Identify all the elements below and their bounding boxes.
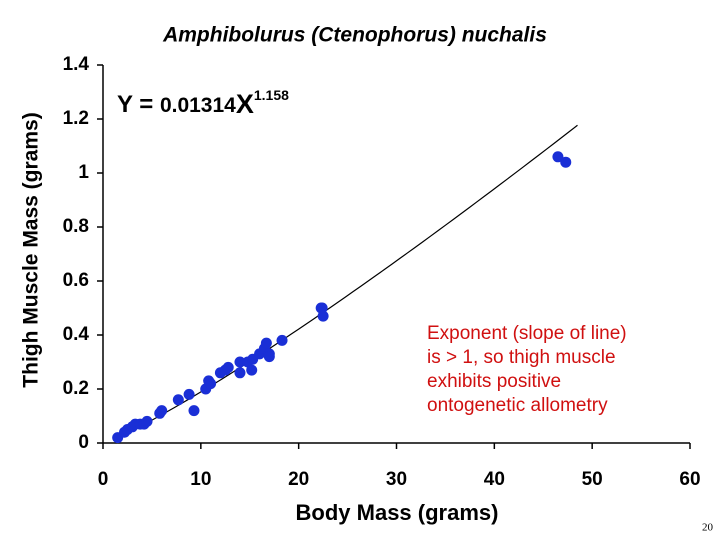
point bbox=[205, 378, 217, 390]
equation-lhs: Y = bbox=[117, 91, 160, 118]
equation-coefficient: 0.01314 bbox=[160, 94, 236, 117]
equation: Y = 0.01314X1.158 bbox=[117, 87, 289, 119]
annotation-line: exhibits positive bbox=[427, 371, 561, 392]
x-axis-label: Body Mass (grams) bbox=[296, 500, 499, 525]
y-tick-label: 0.8 bbox=[63, 216, 89, 237]
y-tick-label: 0.6 bbox=[63, 270, 89, 291]
point bbox=[172, 394, 184, 406]
point bbox=[156, 405, 168, 417]
point bbox=[276, 334, 288, 346]
point bbox=[263, 351, 275, 363]
chart-title: Amphibolurus (Ctenophorus) nuchalis bbox=[162, 24, 547, 47]
y-tick-label: 1.4 bbox=[63, 54, 90, 75]
point bbox=[234, 356, 246, 368]
point bbox=[188, 405, 200, 417]
equation-variable: X bbox=[236, 89, 254, 119]
y-axis-label: Thigh Muscle Mass (grams) bbox=[20, 112, 43, 387]
x-tick-label: 60 bbox=[679, 469, 700, 490]
annotation-line: Exponent (slope of line) bbox=[427, 323, 627, 344]
y-tick-label: 1.2 bbox=[63, 108, 89, 129]
y-tick-label: 0 bbox=[78, 432, 89, 453]
fit-line bbox=[112, 124, 578, 440]
annotation-line: ontogenetic allometry bbox=[427, 395, 608, 416]
point bbox=[246, 364, 258, 376]
y-tick-label: 0.2 bbox=[63, 378, 89, 399]
x-tick-label: 10 bbox=[190, 469, 211, 490]
point bbox=[552, 151, 564, 163]
point bbox=[316, 302, 328, 314]
point bbox=[317, 310, 329, 322]
x-tick-label: 40 bbox=[484, 469, 505, 490]
point bbox=[234, 367, 246, 379]
y-tick-label: 1 bbox=[78, 162, 89, 183]
equation-exponent: 1.158 bbox=[254, 87, 289, 103]
annotation-line: is > 1, so thigh muscle bbox=[427, 347, 616, 368]
point bbox=[560, 156, 572, 168]
x-tick-label: 50 bbox=[582, 469, 603, 490]
y-tick-label: 0.4 bbox=[63, 324, 90, 345]
point bbox=[141, 415, 153, 427]
x-tick-label: 20 bbox=[288, 469, 309, 490]
x-tick-label: 30 bbox=[386, 469, 407, 490]
point bbox=[260, 337, 272, 349]
x-tick-label: 0 bbox=[98, 469, 109, 490]
point bbox=[222, 361, 234, 373]
point bbox=[183, 388, 195, 400]
page-number: 20 bbox=[702, 522, 714, 534]
